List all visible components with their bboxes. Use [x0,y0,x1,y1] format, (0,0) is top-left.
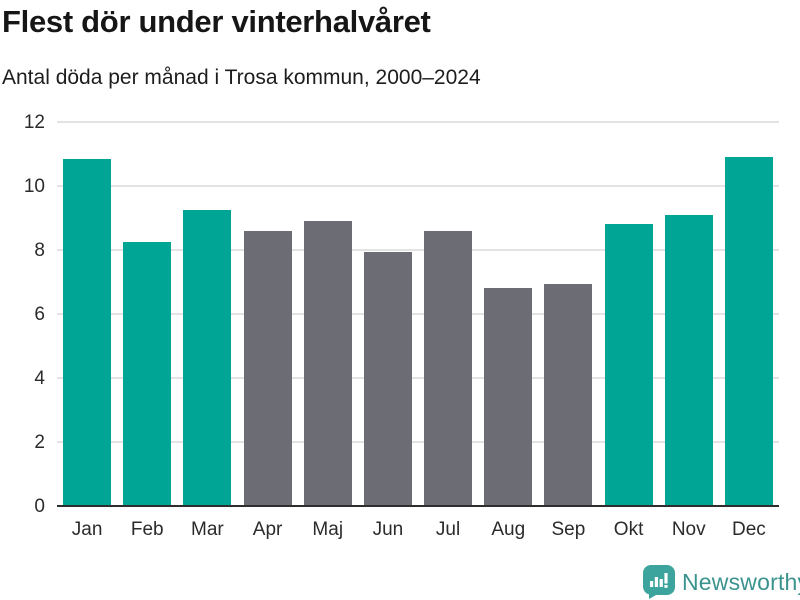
x-axis-label-jul: Jul [435,519,461,540]
x-axis-label-feb: Feb [130,519,164,540]
gridline-y10 [57,185,779,187]
bar-okt [604,224,653,506]
logo-bar-tall [654,577,658,587]
y-axis-label-0: 0 [34,495,45,517]
logo-exclamation-bar [664,573,668,584]
y-axis-label-10: 10 [23,175,45,197]
gridline-y2 [57,441,779,443]
x-axis-label-mar: Mar [191,519,224,540]
x-axis-label-maj: Maj [312,519,344,540]
gridline-y4 [57,377,779,379]
bar-jul [424,230,473,506]
y-axis-label-6: 6 [34,303,45,325]
brand-name: Newsworthy [682,568,800,595]
logo-bar-medium [659,579,663,587]
x-axis-label-apr: Apr [252,519,283,540]
bar-jun [363,251,412,506]
logo-bar-short [650,581,654,587]
x-axis-label-okt: Okt [613,519,644,540]
x-axis-label-jun: Jun [372,519,404,540]
brand-footer: Newsworthy [643,565,800,599]
x-axis-label-nov: Nov [671,519,706,540]
y-axis-label-8: 8 [34,239,45,261]
x-axis-label-jan: Jan [71,519,103,540]
y-axis-label-2: 2 [34,431,45,453]
gridline-y6 [57,313,779,315]
y-axis-label-4: 4 [34,367,45,389]
gridline-y12 [57,121,779,123]
bar-nov [664,214,713,506]
bar-apr [243,230,292,506]
chart-subtitle: Antal döda per månad i Trosa kommun, 200… [2,66,481,89]
chart-title: Flest dör under vinterhalvåret [2,4,431,39]
logo-exclamation-dot [664,585,668,588]
x-axis-baseline [57,505,779,507]
bar-maj [303,221,352,506]
bar-sep [544,283,593,506]
x-axis-label-aug: Aug [491,519,526,540]
bar-dec [724,157,773,506]
y-axis-label-12: 12 [23,111,45,133]
x-axis-label-sep: Sep [551,519,586,540]
newsworthy-logo-icon [643,565,675,599]
bar-jan [63,158,112,506]
bar-feb [123,242,172,506]
gridline-y8 [57,249,779,251]
bar-aug [484,288,533,506]
x-axis-label-dec: Dec [732,519,766,540]
bar-mar [183,210,232,506]
